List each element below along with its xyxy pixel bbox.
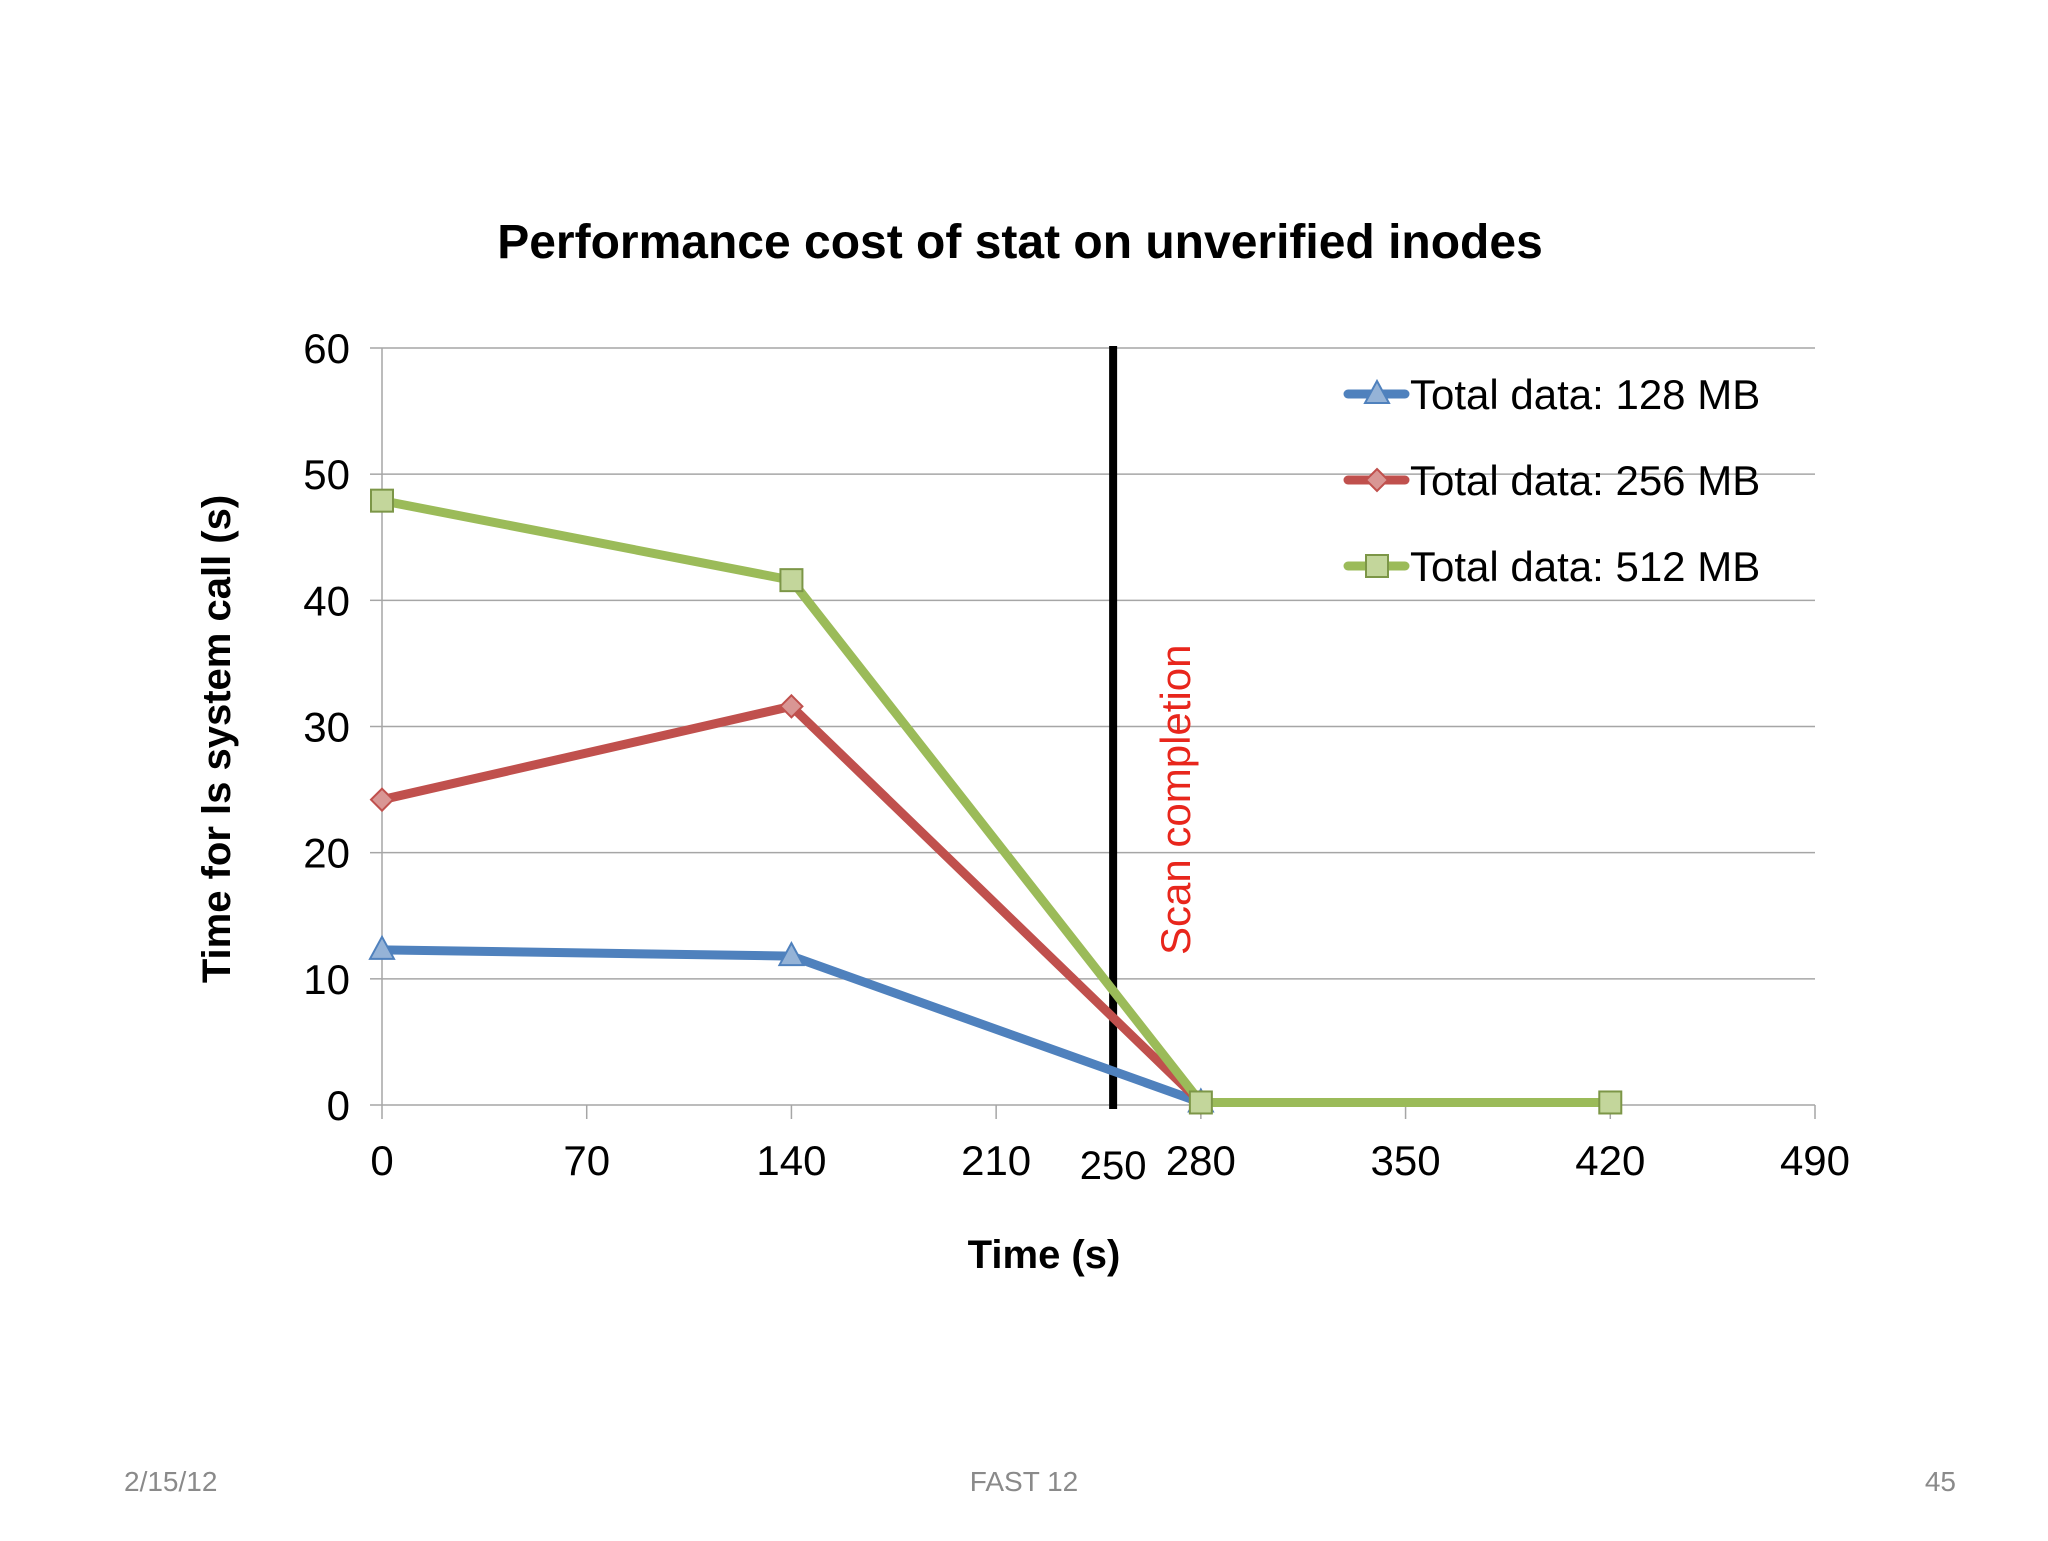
- y-tick-label-10: 10: [303, 956, 350, 1003]
- gridlines: [382, 347, 1815, 980]
- x-tick-label-0: 0: [370, 1137, 393, 1184]
- legend-swatch-marker-128: [1363, 378, 1391, 404]
- legend-label-512-mb: Total data: 512 MB: [1410, 543, 1760, 590]
- data-point-256-mb-1: [779, 693, 804, 719]
- legend-label-128-mb: Total data: 128 MB: [1410, 371, 1760, 418]
- legend-item-512-mb: Total data: 512 MB: [1343, 543, 1760, 590]
- x-tick-label-280: 280: [1166, 1137, 1236, 1184]
- footer-event: FAST 12: [969, 1466, 1079, 1497]
- x-tick-label-70: 70: [563, 1137, 610, 1184]
- tick-labels: 0 10 20 30 40 50 60 0 70 140 210 280 350 420 490: [303, 325, 1850, 1184]
- series-line-512-mb: [377, 496, 1615, 1107]
- data-point-256-mb-0: [369, 787, 395, 813]
- series-256-mb: [369, 693, 1214, 1115]
- data-point-128-mb-1: [777, 941, 806, 967]
- legend-label-256-mb: Total data: 256 MB: [1410, 457, 1760, 504]
- series-line-128-mb: [377, 945, 1206, 1107]
- footer-date: 2/15/12: [124, 1466, 218, 1497]
- x-tick-label-210: 210: [961, 1137, 1031, 1184]
- y-tick-label-0: 0: [327, 1082, 350, 1129]
- chart-title: Performance cost of stat on unverified i…: [497, 216, 1543, 269]
- x-tick-label-350: 350: [1371, 1137, 1441, 1184]
- y-axis-label: Time for ls system call (s): [195, 495, 239, 983]
- x-tick-label-420: 420: [1575, 1137, 1645, 1184]
- scan-completion-x-label: 250: [1080, 1144, 1147, 1188]
- y-tick-label-50: 50: [303, 451, 350, 498]
- x-tick-label-140: 140: [756, 1137, 826, 1184]
- series-512-mb: [370, 488, 1623, 1115]
- legend-item-256-mb: Total data: 256 MB: [1343, 457, 1760, 504]
- y-tick-label-40: 40: [303, 577, 350, 624]
- scan-completion-label: Scan completion: [1152, 644, 1199, 955]
- footer-page-number: 45: [1924, 1466, 1956, 1497]
- x-axis-label: Time (s): [968, 1233, 1121, 1277]
- data-point-128-mb-0: [368, 934, 396, 960]
- legend-swatch-marker-512: [1365, 554, 1389, 578]
- legend-item-128-mb: Total data: 128 MB: [1343, 371, 1760, 418]
- data-point-512-mb-1: [779, 568, 804, 593]
- y-tick-label-60: 60: [303, 325, 350, 372]
- scan-completion-annotation: 250 Scan completion: [1080, 346, 1199, 1188]
- y-tick-label-20: 20: [303, 830, 350, 877]
- y-tick-label-30: 30: [303, 704, 350, 751]
- x-tick-label-490: 490: [1780, 1137, 1850, 1184]
- legend: Total data: 128 MB Total data: 256 MB Tota…: [1343, 371, 1760, 590]
- data-point-512-mb-0: [370, 488, 394, 513]
- legend-swatch-marker-256: [1364, 467, 1390, 493]
- data-point-512-mb-2: [1188, 1090, 1213, 1115]
- series: [368, 488, 1623, 1115]
- series-line-256-mb: [377, 701, 1206, 1107]
- data-point-512-mb-3: [1598, 1090, 1623, 1115]
